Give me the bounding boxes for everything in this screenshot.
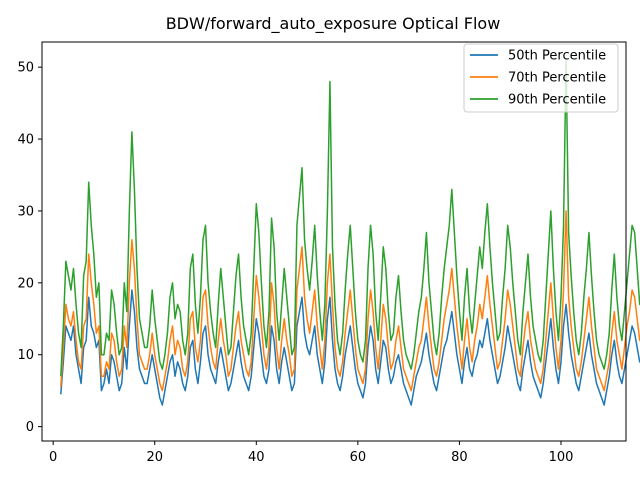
plot-frame [41,41,627,442]
legend-box [463,43,619,113]
legend-label-2: 70th Percentile [508,71,606,86]
legend-label-1: 50th Percentile [508,49,606,64]
x-tick-label: 20 [146,450,163,465]
y-tick-label: 0 [26,420,34,435]
series-layer [60,59,640,406]
series-line-1 [60,289,640,406]
legend-label-3: 90th Percentile [508,93,606,108]
x-tick-label: 80 [451,450,468,465]
series-line-3 [60,59,640,377]
y-tick-label: 10 [17,348,34,363]
x-tick-label: 0 [49,450,57,465]
y-axis: 0 10 20 30 40 50 [17,61,42,435]
legend: 50th Percentile 70th Percentile 90th Perce… [463,43,619,113]
y-tick-label: 20 [17,276,34,291]
x-axis: 0 20 40 60 80 100 [49,441,573,465]
x-tick-label: 100 [549,450,574,465]
y-tick-label: 50 [17,61,34,76]
y-tick-label: 40 [17,133,34,148]
x-tick-label: 60 [350,450,367,465]
x-tick-label: 40 [248,450,265,465]
y-tick-label: 30 [17,204,34,219]
chart-title: BDW/forward_auto_exposure Optical Flow [166,14,501,34]
series-line-2 [60,210,640,392]
